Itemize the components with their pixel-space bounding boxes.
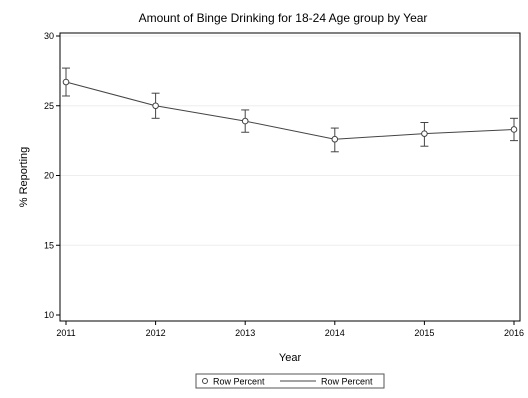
- legend: Row Percent Row Percent: [195, 373, 385, 389]
- x-tick-label-2013: 2013: [235, 328, 255, 338]
- series-line: [65, 81, 515, 140]
- x-tick-label-2016: 2016: [504, 328, 524, 338]
- x-axis: 2011 2012 2013 2014 2015 2016: [56, 321, 524, 338]
- y-tick-label-20: 20: [44, 171, 54, 181]
- y-tick-label-10: 10: [44, 310, 54, 320]
- x-tick-label-2014: 2014: [325, 328, 345, 338]
- data-point-2015: [421, 130, 428, 137]
- legend-marker-circle: [202, 378, 208, 384]
- data-point-2012: [152, 102, 159, 110]
- y-axis-title: % Reporting: [18, 147, 30, 208]
- x-tick-label-2012: 2012: [146, 328, 166, 338]
- legend-label-line: Row Percent: [321, 377, 373, 387]
- data-point-2014: [331, 135, 339, 143]
- plot-frame: [59, 32, 521, 322]
- data-point-2013: [241, 117, 249, 125]
- y-tick-label-25: 25: [44, 101, 54, 111]
- gridlines: [60, 35, 520, 246]
- legend-label-markers: Row Percent: [213, 377, 265, 387]
- series-row-percent: [62, 67, 518, 153]
- data-point-2016: [510, 126, 518, 133]
- y-tick-label-30: 30: [44, 31, 54, 41]
- x-tick-label-2011: 2011: [56, 328, 75, 338]
- y-axis: 10 15 20 25 30: [44, 31, 60, 320]
- data-point-2011: [62, 78, 70, 86]
- x-tick-label-2015: 2015: [414, 328, 434, 338]
- y-tick-label-15: 15: [44, 240, 54, 250]
- x-axis-title: Year: [279, 352, 302, 364]
- chart-title: Amount of Binge Drinking for 18-24 Age g…: [139, 11, 428, 25]
